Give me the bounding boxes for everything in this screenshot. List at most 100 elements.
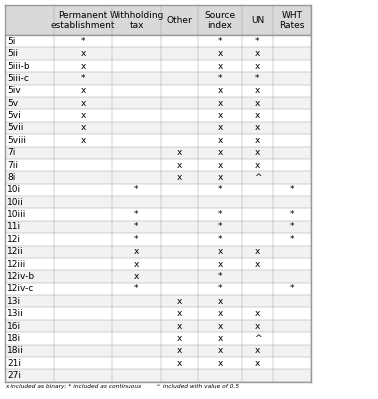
Text: x: x <box>217 346 223 355</box>
Text: *: * <box>218 186 222 194</box>
Bar <box>5 171 311 184</box>
Text: x: x <box>177 148 182 157</box>
Text: 5vii: 5vii <box>7 123 23 132</box>
Bar <box>5 283 311 295</box>
Text: x: x <box>255 309 260 318</box>
Text: *: * <box>134 235 139 244</box>
Text: *: * <box>134 284 139 293</box>
Text: x: x <box>255 322 260 330</box>
Text: x: x <box>255 123 260 132</box>
Text: Permanent
establishment: Permanent establishment <box>51 10 115 30</box>
Bar <box>5 271 311 283</box>
Text: x: x <box>217 309 223 318</box>
Text: x: x <box>177 309 182 318</box>
Text: *: * <box>218 210 222 219</box>
Bar <box>5 332 311 345</box>
Text: 10iii: 10iii <box>7 210 26 219</box>
Text: x: x <box>177 160 182 170</box>
Bar <box>5 245 311 258</box>
Text: 5ii: 5ii <box>7 49 18 58</box>
Bar <box>5 47 311 60</box>
Text: *: * <box>290 235 294 244</box>
Text: x: x <box>217 123 223 132</box>
Text: x: x <box>255 99 260 108</box>
Text: 5iii-c: 5iii-c <box>7 74 29 83</box>
Text: Source
index: Source index <box>204 10 235 30</box>
Text: x: x <box>217 61 223 71</box>
Text: x: x <box>177 346 182 355</box>
Text: *: * <box>290 284 294 293</box>
Text: x: x <box>80 99 86 108</box>
Text: 18ii: 18ii <box>7 346 24 355</box>
Text: 7i: 7i <box>7 148 15 157</box>
Text: 13ii: 13ii <box>7 309 24 318</box>
Text: *: * <box>290 186 294 194</box>
Text: x: x <box>80 136 86 145</box>
Text: x: x <box>217 173 223 182</box>
Text: 12iv-c: 12iv-c <box>7 284 34 293</box>
Text: x: x <box>217 297 223 306</box>
Bar <box>5 109 311 122</box>
Text: 12ii: 12ii <box>7 247 24 256</box>
Text: x included as binary; * included as continuous        ^ included with value of 0: x included as binary; * included as cont… <box>5 384 239 389</box>
Bar <box>5 146 311 159</box>
Text: 10i: 10i <box>7 186 21 194</box>
Bar <box>5 97 311 109</box>
Text: x: x <box>255 136 260 145</box>
Bar <box>5 320 311 332</box>
Text: x: x <box>80 111 86 120</box>
Text: ^: ^ <box>254 334 261 343</box>
Text: 18i: 18i <box>7 334 21 343</box>
Text: 11i: 11i <box>7 223 21 231</box>
Text: 5i: 5i <box>7 37 15 46</box>
Bar <box>5 258 311 271</box>
Text: *: * <box>218 223 222 231</box>
Bar <box>5 72 311 85</box>
Text: x: x <box>217 49 223 58</box>
Bar <box>5 221 311 233</box>
Bar <box>5 208 311 221</box>
Text: x: x <box>255 359 260 368</box>
Text: x: x <box>177 359 182 368</box>
Text: *: * <box>290 210 294 219</box>
Text: 10ii: 10ii <box>7 198 24 207</box>
Bar <box>5 35 311 47</box>
Text: x: x <box>217 148 223 157</box>
Bar <box>5 85 311 97</box>
Text: 5vi: 5vi <box>7 111 21 120</box>
Text: ^: ^ <box>254 173 261 182</box>
Text: WHT
Rates: WHT Rates <box>279 10 305 30</box>
Text: x: x <box>217 99 223 108</box>
Text: x: x <box>255 160 260 170</box>
Text: x: x <box>255 86 260 95</box>
Text: x: x <box>255 247 260 256</box>
Bar <box>5 134 311 146</box>
Text: x: x <box>217 334 223 343</box>
Text: x: x <box>217 322 223 330</box>
Text: x: x <box>217 111 223 120</box>
Text: x: x <box>80 123 86 132</box>
Bar <box>5 196 311 208</box>
Text: 5iii-b: 5iii-b <box>7 61 29 71</box>
Text: *: * <box>134 186 139 194</box>
Bar <box>5 159 311 171</box>
Bar <box>5 233 311 245</box>
Text: 5viii: 5viii <box>7 136 26 145</box>
Bar <box>5 345 311 357</box>
Text: x: x <box>80 86 86 95</box>
Text: 7ii: 7ii <box>7 160 18 170</box>
Bar <box>5 369 311 382</box>
Text: *: * <box>134 210 139 219</box>
Text: 27i: 27i <box>7 371 21 380</box>
Text: x: x <box>217 260 223 269</box>
Text: x: x <box>80 49 86 58</box>
Text: x: x <box>217 247 223 256</box>
Text: *: * <box>81 74 85 83</box>
Text: x: x <box>255 61 260 71</box>
Text: *: * <box>218 37 222 46</box>
Text: 16i: 16i <box>7 322 21 330</box>
Text: x: x <box>217 359 223 368</box>
Bar <box>5 295 311 308</box>
Text: x: x <box>177 297 182 306</box>
Text: x: x <box>255 49 260 58</box>
